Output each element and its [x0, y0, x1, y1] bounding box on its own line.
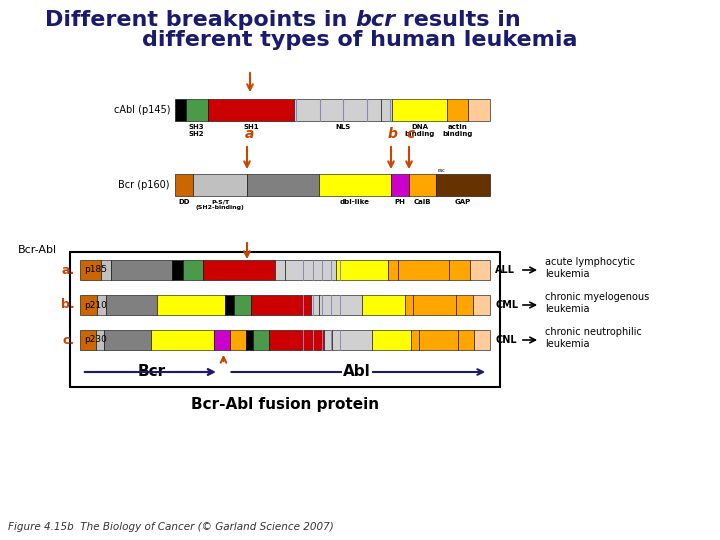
- Text: SH3
SH2: SH3 SH2: [189, 124, 204, 137]
- Bar: [391, 174, 409, 196]
- Text: CML: CML: [495, 300, 518, 310]
- Text: chronic myelogenous
leukemia: chronic myelogenous leukemia: [545, 292, 649, 314]
- Bar: [372, 330, 411, 350]
- Text: c: c: [407, 127, 415, 141]
- Bar: [96, 330, 104, 350]
- Text: GAP: GAP: [455, 199, 471, 205]
- Bar: [186, 99, 207, 121]
- Bar: [285, 260, 336, 280]
- Bar: [104, 330, 151, 350]
- Bar: [182, 260, 203, 280]
- Text: NLS: NLS: [336, 124, 351, 130]
- Bar: [294, 99, 382, 121]
- Bar: [175, 99, 186, 121]
- Text: dbl-like: dbl-like: [340, 199, 370, 205]
- Bar: [469, 260, 490, 280]
- Bar: [319, 174, 391, 196]
- Text: acute lymphocytic
leukemia: acute lymphocytic leukemia: [545, 257, 635, 279]
- Text: p185: p185: [84, 266, 107, 274]
- Text: CNL: CNL: [495, 335, 517, 345]
- Text: Different breakpoints in: Different breakpoints in: [45, 10, 355, 30]
- Text: chronic neutrophilic
leukemia: chronic neutrophilic leukemia: [545, 327, 642, 349]
- Bar: [214, 330, 230, 350]
- Text: Bcr (p160): Bcr (p160): [119, 180, 170, 190]
- Text: a: a: [244, 127, 253, 141]
- Text: bcr: bcr: [355, 10, 395, 30]
- Text: SH1: SH1: [243, 124, 259, 130]
- Bar: [449, 260, 469, 280]
- Bar: [459, 330, 474, 350]
- Text: actin
binding: actin binding: [442, 124, 472, 137]
- Bar: [275, 260, 285, 280]
- Bar: [362, 295, 405, 315]
- Bar: [411, 330, 419, 350]
- Bar: [151, 330, 214, 350]
- Text: Bcr: Bcr: [138, 364, 166, 380]
- Bar: [436, 174, 490, 196]
- Text: p230: p230: [84, 335, 107, 345]
- Bar: [251, 295, 310, 315]
- Text: b: b: [388, 127, 398, 141]
- Bar: [80, 295, 97, 315]
- Bar: [246, 330, 253, 350]
- Text: DNA
binding: DNA binding: [404, 124, 435, 137]
- Bar: [405, 295, 413, 315]
- Bar: [319, 295, 362, 315]
- Bar: [80, 330, 96, 350]
- Bar: [333, 330, 372, 350]
- Bar: [387, 260, 397, 280]
- Bar: [97, 295, 106, 315]
- Bar: [225, 295, 234, 315]
- Bar: [157, 295, 225, 315]
- Text: p210: p210: [84, 300, 107, 309]
- Bar: [193, 174, 247, 196]
- Bar: [474, 330, 490, 350]
- Text: Figure 4.15b  The Biology of Cancer (© Garland Science 2007): Figure 4.15b The Biology of Cancer (© Ga…: [8, 522, 334, 532]
- Text: a.: a.: [62, 264, 75, 276]
- Bar: [203, 260, 275, 280]
- Bar: [207, 99, 294, 121]
- Text: b.: b.: [61, 299, 75, 312]
- Bar: [413, 295, 456, 315]
- Bar: [253, 330, 269, 350]
- Text: c.: c.: [63, 334, 75, 347]
- Bar: [247, 174, 319, 196]
- Bar: [325, 330, 333, 350]
- Bar: [468, 99, 490, 121]
- Bar: [409, 174, 436, 196]
- Bar: [269, 330, 325, 350]
- Bar: [172, 260, 182, 280]
- Bar: [392, 99, 446, 121]
- Bar: [106, 295, 157, 315]
- Bar: [446, 99, 468, 121]
- Text: DD: DD: [179, 199, 190, 205]
- Bar: [80, 260, 101, 280]
- Bar: [336, 260, 387, 280]
- Bar: [70, 252, 500, 387]
- Text: ALL: ALL: [495, 265, 515, 275]
- Text: Bcr-Abl: Bcr-Abl: [18, 245, 57, 255]
- Text: different types of human leukemia: different types of human leukemia: [143, 30, 577, 50]
- Text: results in: results in: [395, 10, 521, 30]
- Text: rac: rac: [438, 168, 446, 173]
- Text: Bcr-Abl fusion protein: Bcr-Abl fusion protein: [191, 397, 379, 412]
- Bar: [473, 295, 490, 315]
- Bar: [310, 295, 319, 315]
- Bar: [382, 99, 392, 121]
- Text: Abl: Abl: [343, 364, 371, 380]
- Bar: [101, 260, 111, 280]
- Bar: [419, 330, 459, 350]
- Text: CalB: CalB: [414, 199, 431, 205]
- Text: cAbl (p145): cAbl (p145): [114, 105, 170, 115]
- Bar: [111, 260, 172, 280]
- Text: P-S/T
(SH2-binding): P-S/T (SH2-binding): [196, 199, 244, 210]
- Bar: [397, 260, 449, 280]
- Text: PH: PH: [395, 199, 405, 205]
- Bar: [175, 174, 193, 196]
- Bar: [234, 295, 251, 315]
- Bar: [456, 295, 473, 315]
- Bar: [230, 330, 246, 350]
